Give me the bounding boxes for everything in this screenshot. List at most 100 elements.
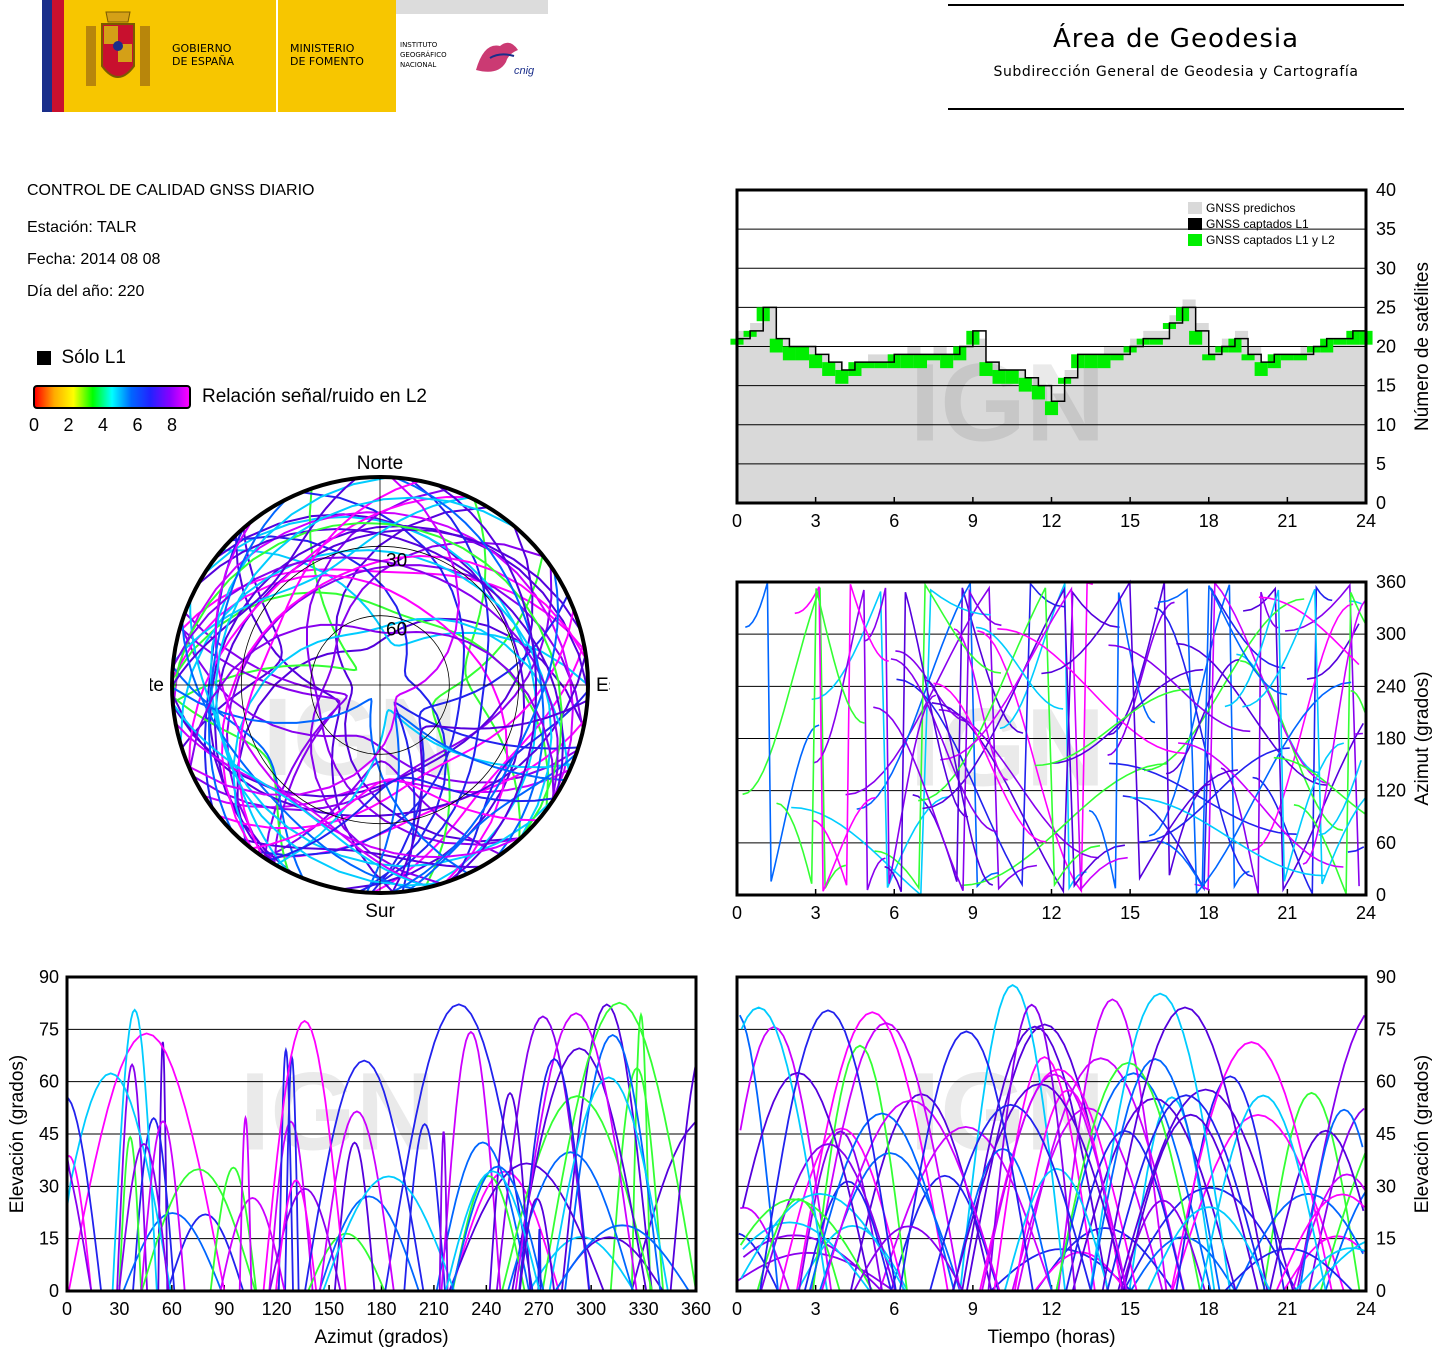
elevation-time-trace: [742, 1071, 872, 1292]
elevation-azimuth-trace: [501, 1095, 653, 1292]
logo-red-bar: [42, 0, 52, 112]
y-axis-label: Número de satélites: [1412, 262, 1433, 431]
snr-tick-label: 6: [132, 415, 143, 435]
azimuth-trace: [999, 583, 1087, 891]
elevation-time-trace: [1262, 1091, 1361, 1292]
y-tick-label: 240: [1376, 676, 1406, 696]
l1l2-mark: [874, 362, 888, 369]
institute-line1: INSTITUTO: [400, 41, 438, 49]
elevation-time-trace: [1294, 1247, 1367, 1292]
ministry-line2: DE FOMENTO: [290, 55, 364, 68]
l1-series-line: [737, 306, 1366, 403]
y-tick-label: 0: [1376, 885, 1386, 905]
elevation-time-trace: [1089, 1058, 1221, 1292]
elevation-azimuth-trace: [384, 1003, 534, 1292]
elevation-time-traces: [736, 984, 1367, 1292]
azimuth-traces: [742, 579, 1367, 897]
azimuth-trace: [940, 586, 1128, 892]
skyplot-traces: [171, 476, 589, 894]
l1l2-mark: [1044, 401, 1059, 416]
elevation-time-trace: [1282, 1235, 1365, 1292]
ministry-line1: MINISTERIO: [290, 42, 355, 55]
skyplot-trace: [188, 476, 461, 796]
azimuth-trace: [745, 582, 820, 882]
y-tick-label: 75: [39, 1019, 59, 1039]
header-bottom-rule: [948, 108, 1404, 110]
x-tick-label: 0: [732, 903, 742, 923]
elevation-azimuth-trace: [451, 1174, 526, 1292]
skyplot-trace: [423, 555, 544, 889]
skyplot-trace: [178, 568, 586, 652]
elevation-time-trace: [1117, 1088, 1294, 1292]
elevation-azimuth-trace: [554, 1224, 690, 1292]
y-tick-label: 40: [1376, 180, 1396, 200]
elevation-time-trace: [796, 1224, 909, 1292]
elevation-azimuth-trace: [140, 1120, 186, 1292]
x-tick-label: 210: [419, 1299, 449, 1319]
x-tick-label: 240: [471, 1299, 501, 1319]
x-tick-label: 6: [889, 1299, 899, 1319]
y-tick-label: 0: [1376, 1281, 1386, 1301]
elevation-time-trace: [1089, 992, 1231, 1292]
elevation-time-trace: [756, 1198, 841, 1292]
azimuth-trace: [1176, 642, 1328, 786]
elevation-azimuth-trace: [277, 1046, 294, 1292]
elevation-azimuth-trace: [438, 1131, 449, 1292]
azimuth-trace: [1154, 607, 1254, 878]
y-axis-label: Azimut (grados): [1412, 671, 1433, 805]
logo-divider: [276, 0, 278, 112]
x-tick-label: 300: [576, 1299, 606, 1319]
elevation-time-trace: [808, 1112, 955, 1292]
azimuth-trace: [1224, 589, 1345, 882]
elevation-time-trace: [1275, 1193, 1366, 1292]
elevation-azimuth-trace: [435, 1141, 530, 1292]
snr-tick-label: 4: [98, 415, 109, 435]
elevation-azimuth-trace: [514, 1012, 638, 1292]
elevation-time-trace: [740, 1206, 791, 1292]
elevation-time-trace: [739, 1025, 833, 1292]
elevation-time-trace: [1016, 1057, 1186, 1292]
snr-tick-label: 2: [63, 415, 74, 435]
elevation-time-trace: [795, 1011, 949, 1292]
plot-frame: [65, 975, 698, 1293]
elevation-azimuth-trace: [132, 1116, 176, 1292]
y-tick-label: 0: [49, 1281, 59, 1301]
elevation-time-trace: [981, 1073, 1128, 1292]
elevation-time-trace: [1146, 1206, 1271, 1292]
x-tick-label: 24: [1356, 903, 1376, 923]
l1l2-mark: [1084, 354, 1098, 369]
y-tick-label: 360: [1376, 572, 1406, 592]
azimuth-trace: [896, 581, 1065, 888]
azimuth-trace: [890, 658, 998, 833]
skyplot-trace: [230, 535, 448, 893]
date-label: Fecha: 2014 08 08: [27, 251, 161, 268]
cnig-logo-text: cnig: [514, 65, 535, 77]
elevation-time-trace: [951, 1082, 1128, 1292]
x-tick-label: 15: [1120, 511, 1140, 531]
elevation-azimuth-trace: [67, 1032, 226, 1292]
x-tick-label: 60: [162, 1299, 182, 1319]
legend-swatch: [1188, 218, 1202, 230]
elevation-time-trace: [1171, 1113, 1345, 1292]
elevation-time-trace: [1298, 1108, 1364, 1292]
elevation-time-trace: [1319, 1152, 1367, 1292]
x-tick-label: 6: [889, 511, 899, 531]
ring-label-30: 30: [386, 550, 407, 571]
elevation-time-trace: [738, 1014, 779, 1292]
y-tick-label: 5: [1376, 454, 1386, 474]
skyplot-trace: [232, 617, 570, 847]
skyplot-trace: [390, 571, 560, 894]
elevation-time-trace: [987, 1003, 1076, 1292]
azimuth-trace: [953, 628, 1008, 781]
azimuth-trace: [1318, 759, 1362, 836]
elevation-time-trace: [961, 1025, 1109, 1292]
l1l2-mark: [835, 369, 849, 384]
l1l2-mark: [809, 354, 823, 369]
l1l2-mark: [861, 362, 875, 369]
institute-text: INSTITUTO GEOGRÁFICO NACIONAL: [400, 40, 447, 70]
skyplot-trace: [357, 478, 490, 893]
l1l2-mark: [927, 354, 941, 361]
azimuth-trace: [1347, 846, 1365, 853]
y-axis-label: Elevación (grados): [1412, 1055, 1433, 1213]
